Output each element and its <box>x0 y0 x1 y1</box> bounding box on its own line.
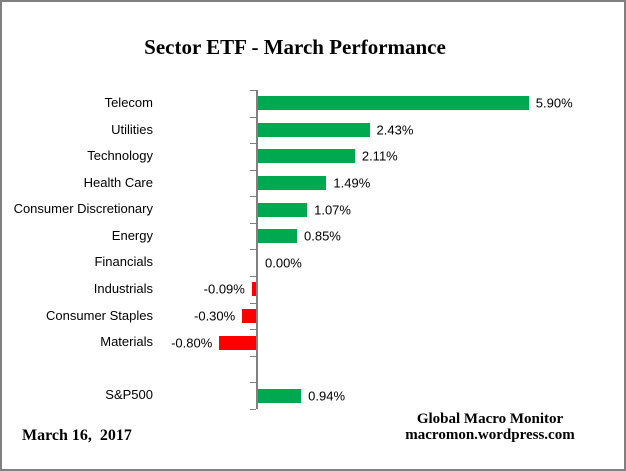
category-label: Energy <box>111 227 153 243</box>
value-label: 1.07% <box>314 202 351 218</box>
bar <box>258 388 302 403</box>
bar <box>258 122 370 137</box>
attribution-url: macromon.wordpress.com <box>405 427 575 443</box>
axis-tick <box>250 382 256 384</box>
bar <box>258 176 327 191</box>
bar <box>251 282 256 297</box>
value-label: -0.80% <box>171 335 213 351</box>
attribution: Global Macro Monitor macromon.wordpress.… <box>400 411 580 443</box>
bar <box>242 308 256 323</box>
attribution-name: Global Macro Monitor <box>416 411 564 427</box>
bar <box>219 335 256 350</box>
value-label: 0.00% <box>265 255 302 271</box>
category-axis-line <box>256 90 258 409</box>
category-label: Technology <box>87 148 153 164</box>
bar <box>258 149 355 164</box>
value-label: 0.85% <box>304 228 341 244</box>
category-label: Financials <box>94 254 153 270</box>
axis-tick <box>250 143 256 145</box>
value-label: -0.30% <box>194 308 236 324</box>
bar <box>258 202 308 217</box>
bar <box>258 229 297 244</box>
axis-tick <box>250 355 256 357</box>
date-label: March 16, 2017 <box>22 427 132 444</box>
axis-tick <box>250 90 256 91</box>
chart-title: Sector ETF - March Performance <box>144 35 446 59</box>
category-label: Health Care <box>83 174 153 190</box>
axis-tick <box>250 222 256 224</box>
value-label: 5.90% <box>535 95 573 111</box>
category-label: Industrials <box>93 281 153 297</box>
category-label: Utilities <box>111 121 153 137</box>
axis-tick <box>250 116 256 118</box>
value-label: -0.09% <box>203 281 245 297</box>
category-label: S&P500 <box>105 387 153 403</box>
axis-tick <box>250 249 256 251</box>
axis-tick <box>250 408 256 410</box>
axis-tick <box>250 302 256 304</box>
category-label: Materials <box>100 334 153 350</box>
value-label: 0.94% <box>308 388 346 404</box>
bar <box>258 96 529 111</box>
category-label: Telecom <box>104 95 153 110</box>
category-label: Consumer Discretionary <box>13 201 153 217</box>
category-label: Consumer Staples <box>46 307 153 323</box>
axis-tick <box>250 276 256 278</box>
value-label: 2.43% <box>376 122 414 138</box>
value-label: 1.49% <box>333 175 371 191</box>
axis-tick <box>250 169 256 171</box>
axis-tick <box>250 196 256 198</box>
value-label: 2.11% <box>361 148 398 164</box>
axis-tick <box>250 329 256 331</box>
